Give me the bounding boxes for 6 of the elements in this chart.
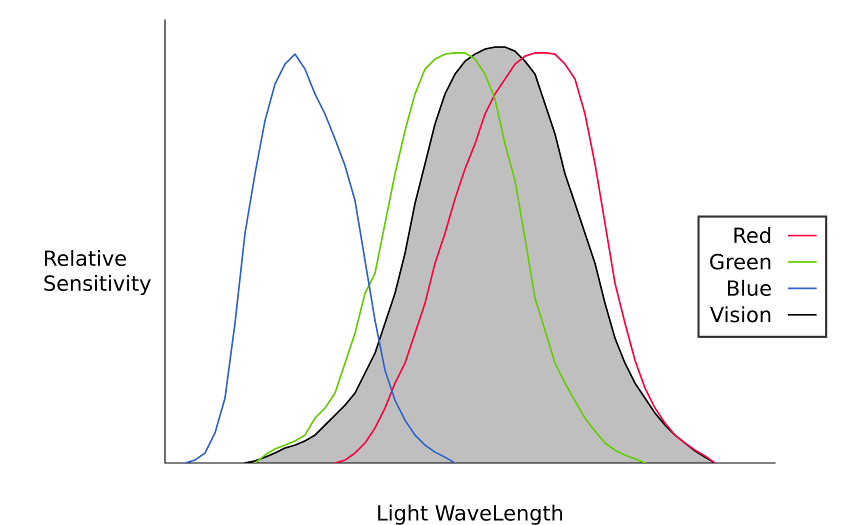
legend-label: Blue — [728, 280, 771, 296]
legend-label: Red — [734, 227, 770, 244]
legend-label: Vision — [710, 306, 770, 322]
x-axis-title: Light WaveLength — [378, 504, 562, 525]
legend-label: Green — [710, 254, 770, 270]
y-axis-title: Relative Sensitivity — [44, 250, 151, 296]
